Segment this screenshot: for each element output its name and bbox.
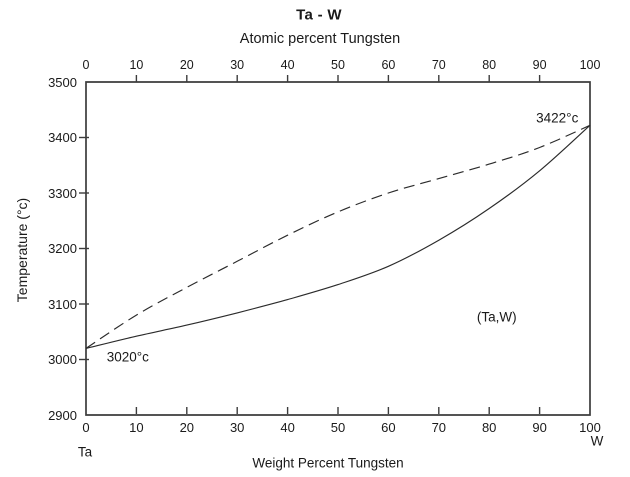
y-tick-label: 3000 (48, 352, 77, 367)
top-tick-label: 70 (431, 58, 446, 72)
top-tick-label: 50 (331, 58, 345, 72)
annotation-melting-point-ta: 3020°c (106, 349, 149, 365)
top-tick-label: 80 (482, 58, 497, 72)
top-tick-label: 20 (179, 58, 194, 72)
bottom-tick-label: 100 (579, 420, 601, 435)
bottom-tick-label: 50 (330, 420, 346, 435)
top-tick-label: 40 (280, 58, 295, 72)
bottom-tick-label: 90 (532, 420, 547, 435)
bottom-tick-label: 20 (179, 420, 195, 435)
y-tick-label: 3100 (48, 296, 77, 312)
y-tick-label: 3400 (48, 130, 77, 145)
top-tick-label: 100 (579, 58, 601, 72)
liquidus-curve (85, 124, 591, 349)
top-tick-label: 0 (82, 58, 90, 72)
annotation-melting-point-w: 3422°c (536, 110, 579, 126)
bottom-tick-label: 70 (431, 420, 447, 435)
bottom-tick-label: 60 (381, 420, 396, 435)
bottom-tick-label: 10 (129, 420, 144, 435)
y-tick-label: 3500 (48, 74, 77, 90)
bottom-tick-label: 30 (229, 420, 245, 435)
top-tick-label: 90 (532, 58, 547, 72)
plot-border (85, 81, 591, 416)
chart-title: Ta - W (296, 6, 342, 24)
x-axis-end-label-w: W (590, 433, 604, 449)
x-axis-label: Weight Percent Tungsten (252, 455, 404, 471)
solidus-curve (85, 124, 591, 349)
bottom-tick-label: 40 (280, 420, 295, 435)
bottom-tick-label: 80 (481, 420, 497, 435)
y-tick-label: 3200 (48, 241, 77, 256)
top-tick-label: 10 (129, 58, 144, 72)
y-tick-label: 2900 (48, 407, 77, 423)
bottom-tick-label: 0 (82, 420, 90, 435)
top-tick-label: 30 (230, 58, 245, 72)
y-tick-label: 3300 (48, 185, 77, 201)
annotation-phase-region: (Ta,W) (476, 309, 517, 325)
top-tick-label: 60 (381, 58, 396, 72)
x-axis-end-label-ta: Ta (77, 444, 93, 460)
top-axis-label: Atomic percent Tungsten (239, 31, 401, 47)
